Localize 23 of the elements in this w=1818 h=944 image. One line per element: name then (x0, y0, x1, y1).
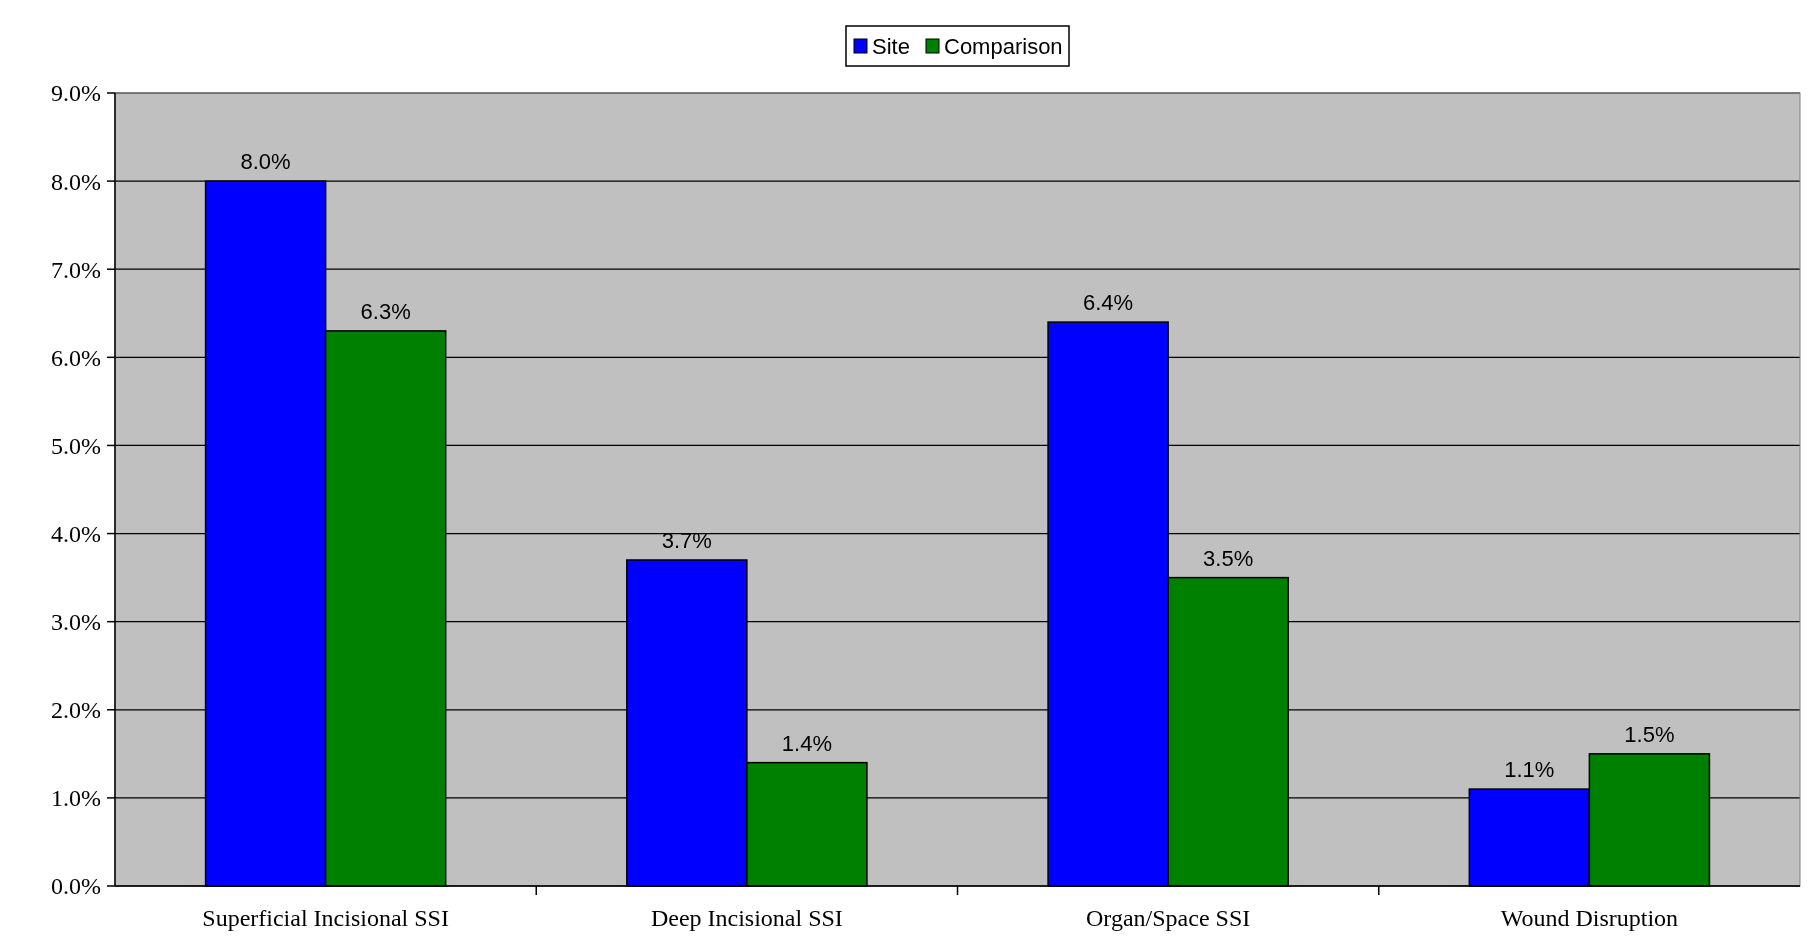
data-label: 1.5% (1624, 721, 1675, 747)
y-tick-label: 6.0% (51, 344, 101, 371)
y-tick-label: 9.0% (51, 80, 101, 107)
y-tick-label: 1.0% (51, 785, 101, 812)
y-tick-label: 8.0% (51, 168, 101, 195)
y-tick-label: 2.0% (51, 697, 101, 724)
y-tick-label: 0.0% (51, 873, 101, 900)
x-tick-label: Superficial Incisional SSI (202, 905, 449, 931)
y-tick-label: 7.0% (51, 256, 101, 283)
legend-label: Site (872, 33, 910, 59)
data-label: 3.5% (1203, 545, 1254, 571)
data-label: 6.3% (360, 298, 411, 324)
x-tick-label: Wound Disruption (1500, 905, 1679, 931)
data-label: 6.4% (1083, 290, 1134, 316)
data-label: 8.0% (240, 149, 291, 175)
y-tick-label: 4.0% (51, 520, 101, 547)
data-label: 1.4% (781, 730, 832, 756)
y-tick-label: 5.0% (51, 432, 101, 459)
legend-label: Comparison (944, 33, 1063, 59)
x-tick-label: Deep Incisional SSI (650, 905, 843, 931)
y-tick-label: 3.0% (51, 609, 101, 636)
x-tick-label: Organ/Space SSI (1086, 905, 1251, 931)
data-label: 1.1% (1504, 757, 1555, 783)
